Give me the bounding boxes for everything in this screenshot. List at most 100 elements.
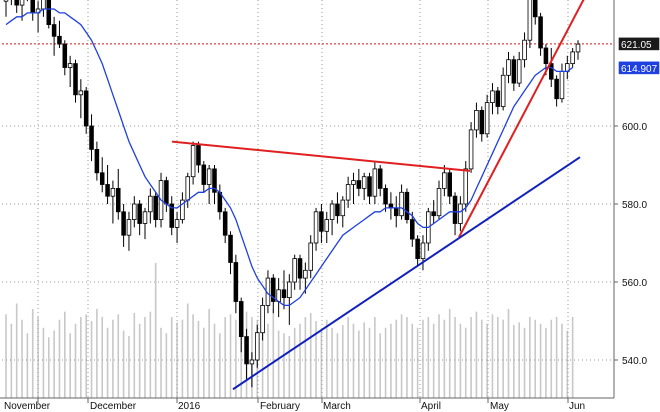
candle-down	[404, 191, 410, 221]
candle-up	[570, 51, 575, 65]
candle-down	[271, 277, 276, 302]
candle-up	[361, 176, 367, 189]
resistance-trendline	[171, 140, 471, 172]
candle-down	[495, 90, 501, 107]
candle-down	[238, 301, 244, 337]
candle-up	[148, 195, 153, 213]
candle-down	[99, 172, 105, 185]
candle-down	[356, 180, 362, 189]
candle-up	[484, 102, 490, 135]
candle-up	[276, 289, 281, 302]
candle-up	[458, 203, 463, 224]
candle-down	[73, 63, 78, 96]
candle-up	[399, 191, 404, 217]
candle-up	[180, 199, 185, 221]
candle-down	[169, 203, 174, 228]
x-tick-label: November	[4, 401, 51, 412]
candle-down	[196, 145, 201, 166]
candle-up	[340, 199, 346, 217]
candle-down	[201, 164, 207, 185]
candle-up	[78, 90, 84, 96]
price-tag-box	[618, 37, 660, 51]
candle-up	[292, 258, 297, 283]
candle-down	[62, 43, 68, 68]
price-tag-label: 621.05	[621, 40, 652, 51]
trendlines-layer	[171, 0, 585, 391]
candle-down	[532, 0, 538, 18]
candle-down	[479, 110, 485, 135]
candle-down	[393, 207, 399, 217]
candle-up	[132, 203, 137, 220]
candle-up	[110, 187, 116, 197]
candle-up	[351, 180, 356, 185]
candle-up	[303, 269, 308, 279]
candle-down	[367, 176, 372, 197]
candle-down	[164, 180, 169, 205]
candle-up	[41, 0, 46, 10]
candle-up	[206, 168, 212, 185]
candle-up	[313, 211, 319, 244]
candle-down	[549, 63, 554, 80]
candle-up	[287, 281, 292, 299]
x-tick-label: April	[421, 401, 441, 412]
candle-up	[500, 74, 506, 107]
candle-down	[452, 195, 458, 224]
resistance-trendline	[458, 0, 585, 238]
moving-average-layer	[5, 8, 574, 307]
candle-down	[511, 59, 517, 84]
candle-down	[415, 238, 420, 260]
candle-down	[233, 262, 239, 302]
y-tick-label: 580.0	[622, 200, 647, 211]
candle-down	[94, 148, 100, 174]
volume-layer	[5, 263, 574, 398]
x-tick-label: March	[323, 401, 351, 412]
candle-down	[89, 125, 94, 150]
candle-down	[137, 203, 142, 224]
candle-up	[308, 242, 313, 271]
candle-down	[30, 0, 36, 14]
candle-down	[538, 16, 543, 49]
candle-down	[377, 168, 383, 189]
candle-up	[490, 90, 495, 104]
candle-down	[83, 90, 89, 127]
candle-up	[436, 187, 442, 217]
candle-down	[244, 336, 249, 365]
candle-down	[115, 187, 121, 213]
candle-up	[260, 304, 265, 334]
candle-down	[57, 35, 62, 45]
candle-down	[447, 172, 452, 197]
candle-up	[372, 168, 378, 197]
candle-down	[335, 203, 340, 217]
x-tick-label: February	[260, 401, 300, 412]
candle-up	[516, 59, 522, 84]
candle-down	[121, 211, 126, 236]
candle-up	[254, 332, 260, 361]
candle-down	[410, 219, 415, 240]
candle-up	[468, 129, 474, 170]
candle-up	[522, 39, 527, 61]
moving-average-line	[5, 8, 574, 307]
candle-down	[431, 211, 436, 217]
candle-down	[46, 0, 52, 25]
candle-up	[345, 184, 351, 201]
candle-down	[14, 0, 19, 6]
candle-down	[105, 184, 110, 197]
candle-up	[126, 219, 132, 236]
candle-up	[3, 0, 9, 2]
candle-down	[297, 258, 303, 279]
x-tick-label: May	[490, 401, 509, 412]
candle-down	[51, 24, 57, 37]
candle-up	[527, 0, 533, 41]
candle-up	[559, 71, 565, 100]
price-tag-box	[618, 61, 660, 75]
candle-down	[543, 47, 549, 65]
x-tick-label: 2016	[178, 401, 201, 412]
candle-up	[324, 219, 330, 232]
candle-up	[442, 172, 447, 189]
candle-up	[329, 203, 335, 220]
x-tick-label: Jun	[569, 401, 585, 412]
x-axis: November December 2016 February March April Ma…	[4, 398, 585, 412]
y-axis: 540.0 560.0 580.0 600.0	[614, 122, 647, 367]
